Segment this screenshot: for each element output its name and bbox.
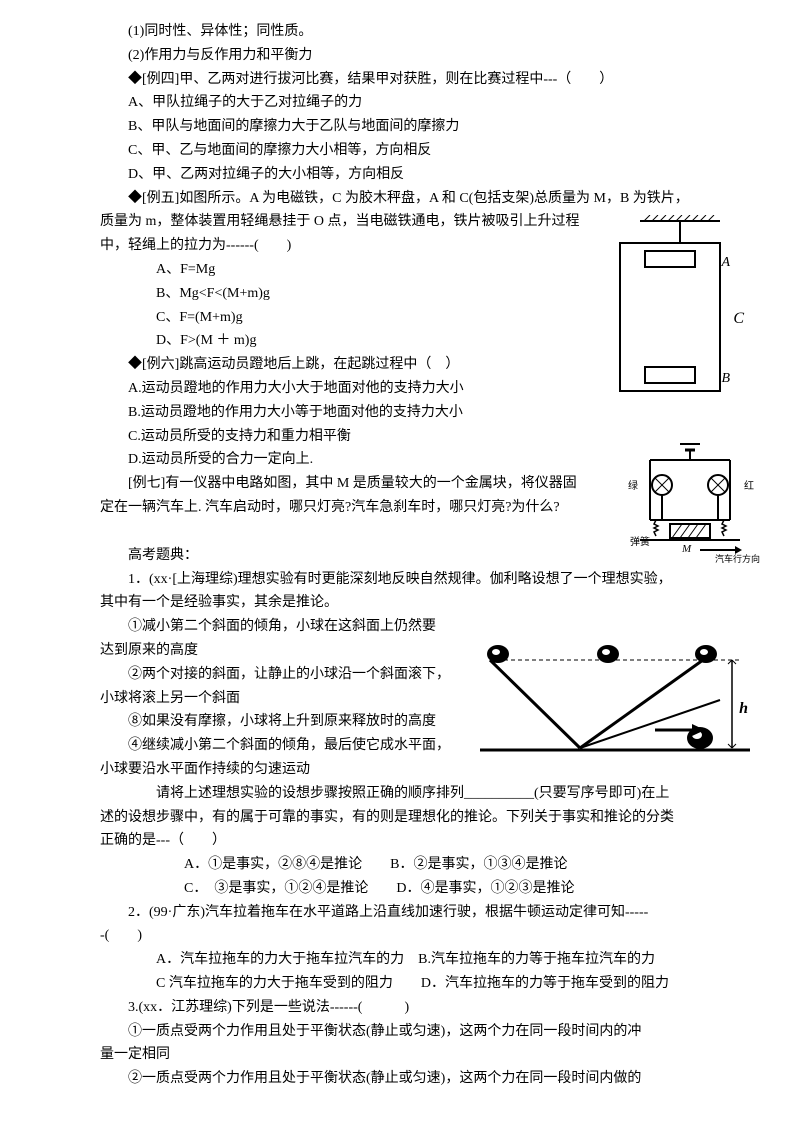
example-4-stem: ◆[例四]甲、乙两对进行拔河比赛，结果甲对获胜，则在比赛过程中---（ ） (100, 68, 720, 92)
label-m: M (682, 540, 691, 559)
option-d: D、甲、乙两对拉绳子的大小相等，方向相反 (100, 163, 720, 187)
inclined-planes-icon (480, 640, 750, 760)
q1-options-cd: C． ③是事实，①②④是推论 D．④是事实，①②③是推论 (100, 877, 720, 901)
option-b: B.运动员蹬地的作用力大小等于地面对他的支持力大小 (100, 401, 720, 425)
q1-stem: 1．(xx·[上海理综)理想实验有时更能深刻地反映自然规律。伽利略设想了一个理想… (100, 568, 720, 592)
label-a: A (721, 251, 730, 275)
apparatus-icon (600, 215, 740, 395)
option-d: D.运动员所受的合力一定向上. (100, 448, 720, 472)
q1-item1: ①减小第二个斜面的倾角，小球在这斜面上仍然要 (100, 615, 720, 639)
q2-stem-cont: -( ) (100, 924, 720, 948)
label-direction: 汽车行方向 (715, 552, 760, 567)
diagram-example-7: 绿 红 弹簧 M 汽车行方向 (630, 440, 750, 560)
q2-options-cd: C 汽车拉拖车的力大于拖车受到的阻力 D．汽车拉拖车的力等于拖车受到的阻力 (100, 972, 720, 996)
label-b: B (721, 367, 730, 391)
q2-stem: 2．(99·广东)汽车拉着拖车在水平道路上沿直线加速行驶，根据牛顿运动定律可知-… (100, 901, 720, 925)
q3-item1: ①一质点受两个力作用且处于平衡状态(静止或匀速)，这两个力在同一段时间内的冲 (100, 1020, 720, 1044)
label-spring: 弹簧 (630, 534, 650, 551)
q3-item2: ②一质点受两个力作用且处于平衡状态(静止或匀速)，这两个力在同一段时间内做的 (100, 1067, 720, 1091)
text-line: (1)同时性、异体性；同性质。 (100, 20, 720, 44)
option-b: B、甲队与地面间的摩擦力大于乙队与地面间的摩擦力 (100, 115, 720, 139)
document-body: (1)同时性、异体性；同性质。 (2)作用力与反作用力和平衡力 ◆[例四]甲、乙… (100, 20, 720, 1091)
q1-item4-cont: 小球要沿水平面作持续的匀速运动 (100, 758, 720, 782)
q2-options-ab: A．汽车拉拖车的力大于拖车拉汽车的力 B.汽车拉拖车的力等于拖车拉汽车的力 (100, 948, 720, 972)
q1-stem-cont: 其中有一个是经验事实，其余是推论。 (100, 591, 720, 615)
label-red: 红 (744, 478, 754, 495)
diagram-galileo: h (480, 640, 750, 760)
option-c: C、甲、乙与地面间的摩擦力大小相等，方向相反 (100, 139, 720, 163)
option-a: A、甲队拉绳子的大于乙对拉绳子的力 (100, 91, 720, 115)
q1-prompt-cont: 述的设想步骤中，有的属于可靠的事实，有的则是理想化的推论。下列关于事实和推论的分… (100, 806, 720, 830)
q1-prompt-cont: 正确的是---（ ） (100, 829, 720, 853)
label-h: h (739, 695, 748, 722)
label-green: 绿 (628, 478, 638, 495)
text-line: (2)作用力与反作用力和平衡力 (100, 44, 720, 68)
q3-item1-cont: 量一定相同 (100, 1043, 720, 1067)
diagram-example-5: A C B (600, 215, 740, 395)
q1-prompt: 请将上述理想实验的设想步骤按照正确的顺序排列__________(只要写序号即可… (100, 782, 720, 806)
q1-options-ab: A．①是事实，②⑧④是推论 B．②是事实，①③④是推论 (100, 853, 720, 877)
section-heading: 高考题典： (100, 544, 720, 568)
q3-stem: 3.(xx．江苏理综)下列是一些说法------( ) (100, 996, 720, 1020)
example-7-stem: [例七]有一仪器中电路如图，其中 M 是质量较大的一个金属块，将仪器固 (100, 472, 720, 496)
example-5-stem: ◆[例五]如图所示。A 为电磁铁，C 为胶木秤盘，A 和 C(包括支架)总质量为… (100, 187, 720, 211)
example-7-stem-cont: 定在一辆汽车上. 汽车启动时，哪只灯亮?汽车急刹车时，哪只灯亮?为什么? (100, 496, 720, 520)
option-c: C.运动员所受的支持力和重力相平衡 (100, 425, 720, 449)
label-c: C (733, 305, 744, 332)
